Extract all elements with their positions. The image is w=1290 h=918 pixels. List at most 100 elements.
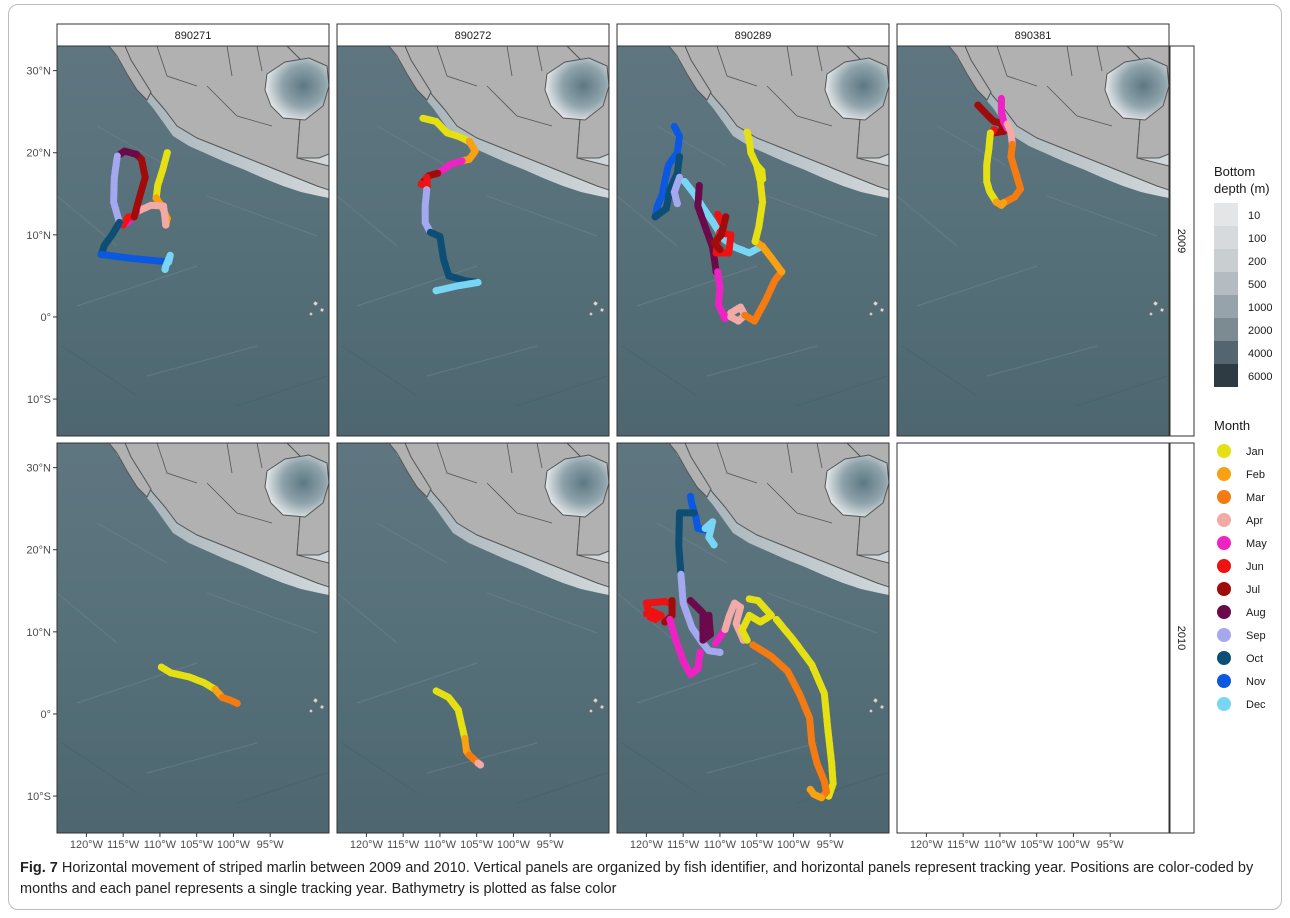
bathymetry-swatch [1214, 203, 1238, 226]
month-label: Mar [1246, 492, 1265, 504]
column-strip-890271: 890271 [56, 23, 330, 47]
panel-border [896, 45, 1170, 437]
x-tick-label: 95°W [1097, 839, 1125, 851]
month-label: Nov [1246, 676, 1266, 688]
x-tick-label: 110°W [984, 839, 1017, 851]
position-point [806, 785, 814, 794]
month-swatch [1217, 628, 1231, 642]
month-legend-title: Month [1214, 418, 1250, 433]
x-tick-label: 120°W [910, 839, 944, 851]
row-strip-2009: 2009 [1169, 45, 1195, 437]
column-strip-890272: 890272 [336, 23, 610, 47]
figure-frame [8, 4, 1282, 910]
month-label: Jun [1246, 561, 1264, 573]
bathymetry-level-label: 500 [1248, 279, 1266, 291]
bathymetry-level-label: 4000 [1248, 348, 1272, 360]
month-swatch [1217, 605, 1231, 619]
x-tick-label: 100°W [777, 839, 811, 851]
bathymetry-level-label: 200 [1248, 256, 1266, 268]
month-label: Aug [1246, 607, 1266, 619]
x-tick-label: 105°W [1020, 839, 1054, 851]
x-tick-label: 95°W [817, 839, 845, 851]
x-tick-label: 95°W [537, 839, 565, 851]
y-tick-label: 10°N [26, 230, 51, 242]
strip-label: 2010 [1175, 626, 1187, 650]
month-label: Apr [1246, 515, 1263, 527]
month-label: Jan [1246, 446, 1264, 458]
bathymetry-swatch [1214, 249, 1238, 272]
strip-label: 890271 [175, 30, 212, 42]
legend: Bottom depth (m) 10 100 200 500 1000 2000 4000 60… [1214, 164, 1272, 711]
bathymetry-level-label: 2000 [1248, 325, 1272, 337]
month-swatch [1217, 513, 1231, 527]
panel-border [336, 45, 610, 437]
strip-label: 890381 [1015, 30, 1052, 42]
caption-text: Horizontal movement of striped marlin be… [20, 860, 1254, 897]
strip-label: 890289 [735, 30, 772, 42]
y-tick-label: 10°N [26, 627, 51, 639]
bathymetry-map [897, 46, 1169, 436]
panel-890381-2010 [896, 442, 1170, 834]
panel-890271-2010 [56, 442, 330, 834]
position-point [716, 648, 724, 657]
month-swatch [1217, 559, 1231, 573]
bathymetry-swatch [1214, 272, 1238, 295]
position-point [727, 313, 735, 321]
track-890272-2009 [417, 114, 482, 295]
panel-border [616, 45, 890, 437]
strip-box [1169, 45, 1195, 437]
y-tick-label: 10°S [27, 394, 51, 406]
bathymetry-map [337, 443, 609, 833]
bathymetry-level-label: 6000 [1248, 371, 1272, 383]
position-point [423, 173, 431, 181]
month-swatch [1217, 651, 1231, 665]
strip-label: 890272 [455, 30, 492, 42]
x-tick-label: 120°W [350, 839, 384, 851]
panel-890289-2010 [616, 442, 890, 834]
track-890271-2010 [157, 663, 241, 707]
empty-panel [896, 442, 1170, 834]
bathymetry-map [57, 46, 329, 436]
position-point [675, 153, 684, 161]
month-swatch [1217, 444, 1231, 458]
strip-label: 2009 [1175, 229, 1187, 253]
track-890289-2009 [651, 122, 786, 325]
bathymetry-swatch [1214, 295, 1238, 318]
track-890289-2010 [642, 492, 837, 802]
bathymetry-swatch [1214, 226, 1238, 249]
position-point [710, 541, 718, 549]
row-strip-2010: 2010 [1169, 442, 1195, 834]
bathymetry-level-label: 10 [1248, 210, 1260, 222]
month-label: Dec [1246, 699, 1266, 711]
position-point [476, 761, 484, 769]
y-axis-ticks: 30°N 20°N 10°N 0° 10°S 30°N 20°N 10°N 0° 10°S [26, 66, 57, 803]
month-swatch [1217, 490, 1231, 504]
position-point [705, 611, 713, 620]
panel-890272-2009 [336, 45, 610, 437]
track-890271-2009 [97, 147, 174, 273]
month-swatch [1217, 467, 1231, 481]
bathymetry-level-label: 100 [1248, 233, 1266, 245]
position-point [1000, 199, 1008, 207]
bathymetry-map [57, 443, 329, 833]
x-tick-label: 100°W [217, 839, 251, 851]
x-tick-label: 105°W [460, 839, 494, 851]
track-890272-2010 [432, 687, 484, 769]
month-swatch [1217, 697, 1231, 711]
x-tick-label: 115°W [947, 839, 980, 851]
column-strip-890381: 890381 [896, 23, 1170, 47]
position-point [432, 287, 440, 295]
x-tick-label: 95°W [257, 839, 285, 851]
bathymetry-legend-title: Bottom [1214, 164, 1255, 179]
x-tick-label: 120°W [630, 839, 664, 851]
facet-panels: 890271 890272 890289 890381 2009 2010 [56, 23, 1195, 834]
month-label: Jul [1246, 584, 1260, 596]
y-tick-label: 10°S [27, 791, 51, 803]
column-strip-890289: 890289 [616, 23, 890, 47]
y-tick-label: 0° [40, 312, 51, 324]
position-point [743, 636, 751, 644]
bathymetry-swatch [1214, 341, 1238, 364]
x-tick-label: 120°W [70, 839, 104, 851]
position-point [233, 699, 241, 707]
panel-border [616, 442, 890, 834]
